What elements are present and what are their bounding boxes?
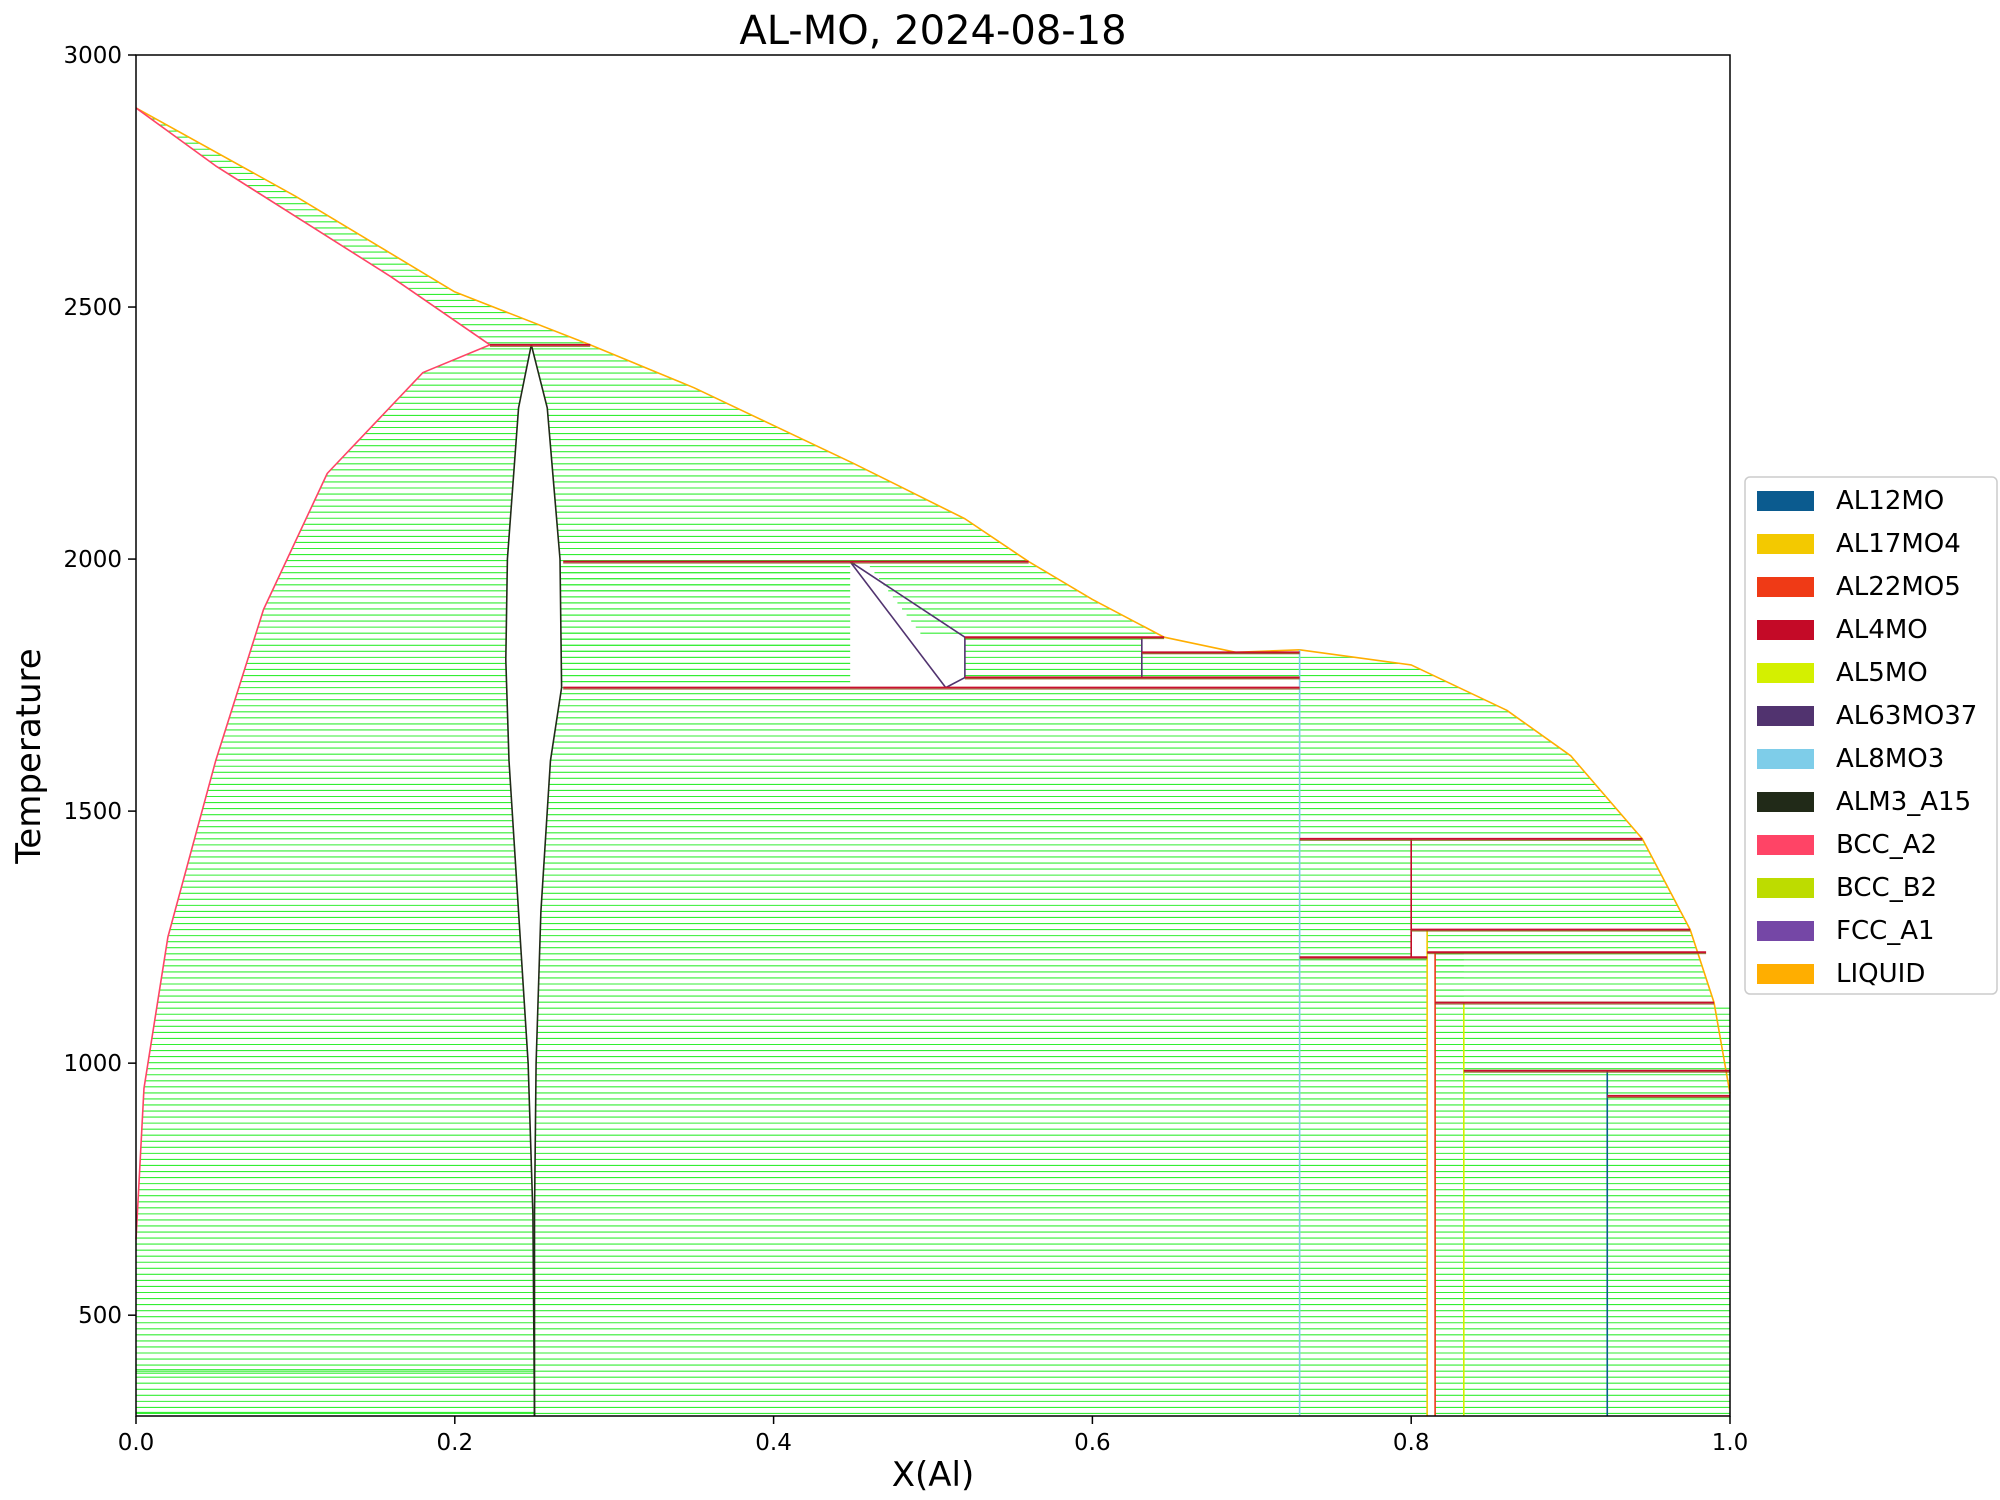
boundary-alm3_a15	[530, 344, 563, 1416]
legend-swatch	[1757, 663, 1814, 683]
boundary-alm3_a15	[505, 344, 536, 1417]
legend: AL12MO AL17MO4 AL22MO5 AL4MO AL5MO AL63MO37 AL…	[1744, 476, 1998, 995]
tie-lines	[136, 112, 1730, 1415]
legend-swatch	[1757, 706, 1814, 726]
legend-swatch	[1757, 964, 1814, 984]
x-tick-label: 0.0	[118, 1430, 155, 1456]
legend-swatch	[1757, 921, 1814, 941]
y-axis-title: Temperature	[9, 648, 49, 864]
legend-swatch	[1757, 534, 1814, 554]
x-tick-label: 0.4	[755, 1430, 792, 1456]
legend-swatch	[1757, 792, 1814, 812]
y-axis-ticks: 500 1000 1500 2000 2500 3000	[63, 43, 136, 1329]
legend-swatch	[1757, 577, 1814, 597]
plot-frame	[135, 54, 1731, 1417]
boundary-al63mo37	[849, 561, 947, 689]
invariant-lines	[489, 343, 1730, 1098]
x-tick-label: 0.6	[1074, 1430, 1111, 1456]
boundary-bcc_a2	[135, 344, 491, 1240]
y-tick-label: 2500	[63, 295, 122, 321]
y-tick-label: 3000	[63, 43, 122, 69]
legend-label: AL12MO	[1836, 486, 1944, 516]
y-tick-label: 500	[78, 1303, 122, 1329]
x-tick-label: 0.2	[437, 1430, 474, 1456]
x-tick-label: 1.0	[1712, 1430, 1749, 1456]
legend-label: AL5MO	[1836, 658, 1928, 688]
legend-swatch	[1757, 835, 1814, 855]
legend-label: BCC_B2	[1836, 873, 1937, 903]
legend-swatch	[1757, 491, 1814, 511]
legend-swatch	[1757, 620, 1814, 640]
legend-label: FCC_A1	[1836, 916, 1935, 946]
x-axis-ticks: 0.0 0.2 0.4 0.6 0.8 1.0	[118, 1416, 1749, 1456]
x-tick-label: 0.8	[1393, 1430, 1430, 1456]
legend-label: BCC_A2	[1836, 830, 1937, 860]
legend-label: AL8MO3	[1836, 744, 1944, 774]
y-tick-label: 1500	[63, 799, 122, 825]
boundary-liquid	[135, 107, 1731, 1094]
boundary-al63mo37	[849, 560, 966, 689]
legend-label: AL63MO37	[1836, 701, 1977, 731]
legend-label: LIQUID	[1836, 959, 1925, 989]
legend-swatch	[1757, 878, 1814, 898]
legend-label: ALM3_A15	[1836, 787, 1971, 817]
legend-swatch	[1757, 749, 1814, 769]
legend-box	[1744, 476, 1998, 995]
legend-label: AL22MO5	[1836, 572, 1961, 602]
x-axis-title: X(Al)	[892, 1455, 975, 1495]
legend-label: AL17MO4	[1836, 529, 1961, 559]
y-tick-label: 2000	[63, 547, 122, 573]
chart-title: AL-MO, 2024-08-18	[739, 8, 1126, 54]
boundary-bcc_a2	[135, 107, 491, 346]
y-tick-label: 1000	[63, 1051, 122, 1077]
legend-label: AL4MO	[1836, 615, 1928, 645]
